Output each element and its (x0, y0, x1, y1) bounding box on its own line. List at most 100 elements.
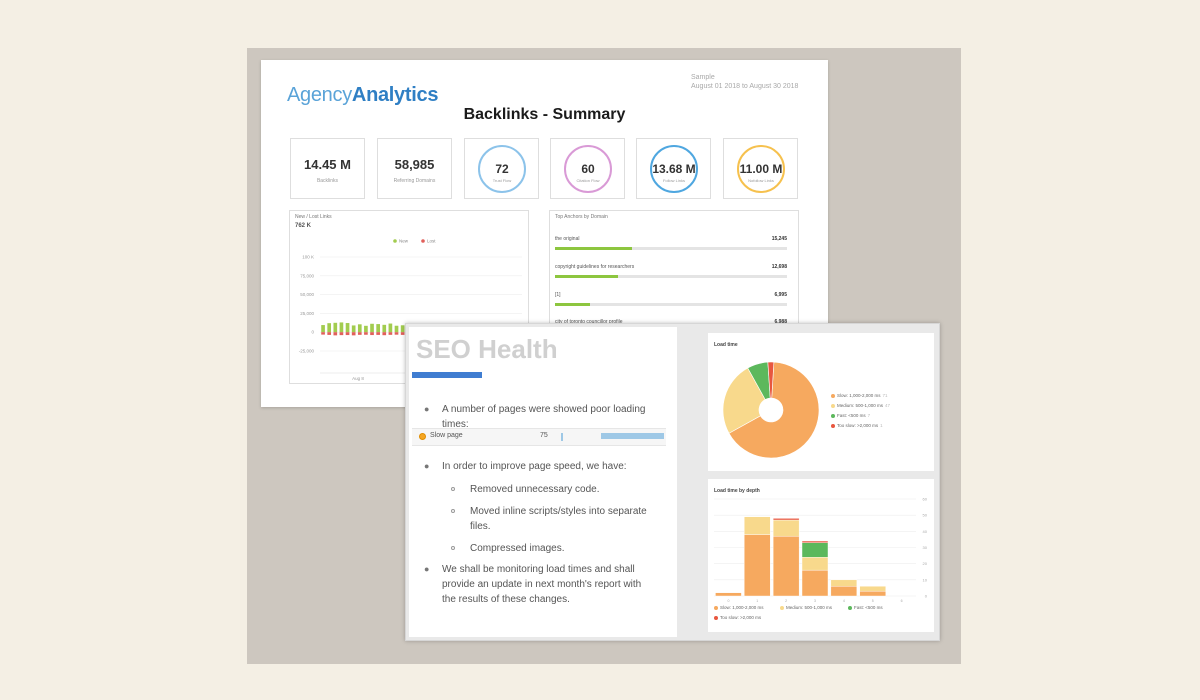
y-tick-label: 30 (923, 545, 928, 550)
bar (364, 332, 368, 335)
metric-card-nofollow-links: 11.00 M Nofollow Links (723, 138, 798, 199)
load-time-panel: Load time Slow: 1,000-2,000 ms 71 Medium: … (708, 333, 934, 471)
panel-title: Load time by depth (714, 488, 760, 494)
load-time-by-depth-chart: 60 50 40 30 20 10 0 0 1 2 3 4 5 6 (714, 497, 928, 603)
metric-ring: 13.68 M Follow Links (650, 145, 698, 193)
legend-item: Slow: 1,000-2,000 ms 71 (831, 393, 888, 398)
bar (339, 322, 344, 333)
stacked-bar-segment (715, 592, 742, 597)
sub-bullet-text: Moved inline scripts/styles into separat… (470, 506, 647, 532)
legend-item: Too slow: >2,000 ms 1 (831, 423, 883, 428)
legend-swatch (714, 605, 718, 610)
metric-label: Trust Flow (492, 178, 512, 183)
anchor-bar-track (555, 303, 787, 306)
anchor-bar-track (555, 247, 787, 250)
bar (333, 322, 338, 333)
anchor-name: city of toronto councillor profile (555, 319, 623, 325)
metric-card-referring-domains: 58,985 Referring Domains (377, 138, 452, 199)
slow-page-bar (601, 433, 664, 439)
bar (376, 324, 380, 333)
bullet-monitoring: ● We shall be monitoring load times and … (424, 562, 650, 607)
legend-swatch (780, 605, 784, 610)
legend-item: Fast: <500 ms 7 (831, 413, 870, 418)
x-tick-label: 1 (756, 599, 758, 603)
bullet-improvements: ● In order to improve page speed, we hav… (424, 459, 662, 474)
screenshot-stage: AgencyAnalytics Sample August 01 2018 to… (247, 48, 961, 664)
bar (357, 332, 362, 335)
bar (370, 332, 374, 336)
pie-slice (722, 367, 766, 434)
y-tick-label: 25,000 (300, 311, 314, 316)
anchor-name: the original (555, 236, 580, 242)
client-name: Sample (691, 74, 715, 81)
legend-label: Fast: <500 ms (854, 605, 883, 610)
anchor-bar-track (555, 275, 787, 278)
legend-count: 71 (882, 393, 888, 398)
x-tick-label: 4 (843, 599, 845, 603)
anchor-bar-fill (555, 275, 618, 278)
agency-analytics-logo: AgencyAnalytics (287, 84, 439, 106)
bar (357, 324, 362, 333)
legend-item: Too slow: >2,000 ms (714, 615, 761, 620)
legend-label: Slow: 1,000-2,000 ms (720, 605, 764, 610)
bar (388, 332, 393, 335)
legend-label: Medium: 500-1,000 ms (786, 605, 833, 610)
legend-swatch (393, 239, 397, 243)
stacked-bar-segment (744, 516, 771, 535)
stacked-bar-segment (801, 542, 829, 558)
legend-item: Medium: 500-1,000 ms (780, 605, 832, 610)
seo-health-text-panel: SEO Health ● A number of pages were show… (409, 327, 677, 637)
panel-title: New / Lost Links (295, 214, 332, 220)
bar (388, 323, 393, 333)
legend-count: 1 (880, 423, 883, 428)
y-tick-label: 0 (311, 330, 314, 335)
pie-slice (767, 361, 775, 399)
metric-label: Referring Domains (393, 178, 436, 184)
load-time-pie-chart (722, 361, 820, 459)
legend-item: Slow: 1,000-2,000 ms (714, 605, 764, 610)
legend-item: Medium: 500-1,000 ms 47 (831, 403, 890, 408)
sub-bullet-text: Removed unnecessary code. (470, 484, 600, 495)
metric-value: 13.68 M (652, 162, 696, 176)
bar (351, 325, 356, 333)
stacked-bar-segment (772, 535, 800, 597)
bar (333, 332, 338, 336)
slow-page-row: Slow page 75 (412, 428, 666, 446)
stacked-bar-segment (830, 579, 858, 587)
seo-health-title: SEO Health (416, 334, 558, 364)
legend-count: 47 (885, 403, 891, 408)
bar (394, 332, 399, 335)
slow-page-label: Slow page (430, 432, 463, 439)
metric-label: Nofollow Links (748, 178, 774, 183)
anchor-name: [1] (555, 292, 561, 298)
metric-label: Backlinks (316, 178, 339, 184)
bar (351, 332, 356, 336)
legend-item: Fast: <500 ms (848, 605, 883, 610)
bullet-poor-loading: ● A number of pages were showed poor loa… (424, 402, 652, 432)
metric-label: Follow Links (662, 178, 685, 183)
legend-swatch (831, 413, 835, 418)
legend-swatch (831, 403, 835, 408)
anchor-row: copyright guidelines for researchers 12,… (555, 264, 787, 280)
sub-bullet-inline-scripts: Moved inline scripts/styles into separat… (451, 504, 660, 534)
y-tick-label: 0 (925, 594, 928, 599)
bar (400, 325, 405, 333)
y-tick-label: 100 K (302, 255, 314, 260)
sub-bullet-remove-code: Removed unnecessary code. (451, 482, 660, 497)
bar (321, 325, 325, 333)
bullet-dot: ● (424, 404, 430, 414)
legend-swatch (831, 393, 835, 398)
sub-bullet-circle (451, 487, 455, 491)
stacked-bar-segment (830, 586, 858, 597)
stacked-bar-segment (772, 519, 800, 537)
anchor-count: 15,245 (771, 236, 787, 242)
legend-label: Slow: 1,000-2,000 ms (837, 393, 881, 398)
legend-swatch (714, 615, 718, 620)
legend-count: 7 (867, 413, 871, 418)
x-tick-label: 3 (814, 599, 816, 603)
warning-dot-icon (419, 433, 426, 440)
panel-subtitle: 762 K (295, 223, 312, 229)
y-tick-label: 20 (923, 561, 928, 566)
bullet-text: In order to improve page speed, we have: (442, 461, 627, 472)
metric-ring: 11.00 M Nofollow Links (737, 145, 785, 193)
